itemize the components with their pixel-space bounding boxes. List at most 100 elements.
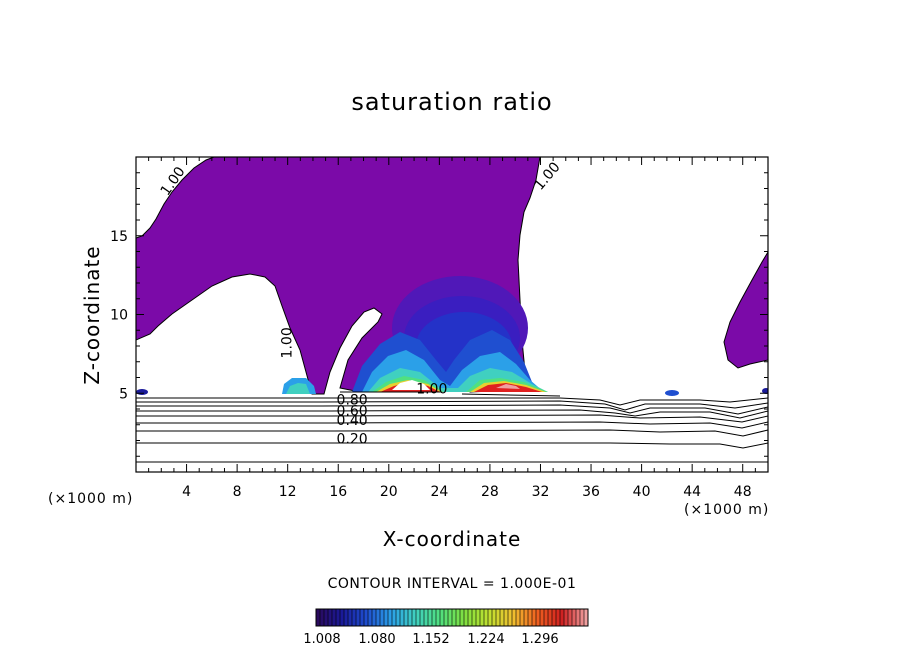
colorbar-cell	[576, 609, 581, 626]
y-tick-label: 10	[110, 308, 128, 324]
x-unit-label-left: (×1000 m)	[48, 491, 134, 507]
y-tick-label: 5	[119, 386, 128, 402]
colorbar-tick-label: 1.224	[467, 632, 504, 647]
contour-label: 1.00	[279, 327, 295, 358]
colorbar-cell	[476, 609, 481, 626]
colorbar-cell	[516, 609, 521, 626]
colorbar-cell	[568, 609, 573, 626]
colorbar-cell	[572, 609, 577, 626]
x-axis-label: X-coordinate	[382, 527, 522, 551]
colorbar-cell	[492, 609, 497, 626]
contour-label: 0.60	[337, 403, 368, 419]
patch-x42	[665, 390, 679, 396]
colorbar-cell	[484, 609, 489, 626]
colorbar-cell	[508, 609, 513, 626]
colorbar-cell	[360, 609, 365, 626]
contour-label: 1.00	[416, 381, 447, 397]
colorbar-cell	[512, 609, 517, 626]
colorbar-cell	[404, 609, 409, 626]
colorbar-cell	[480, 609, 485, 626]
colorbar-cell	[340, 609, 345, 626]
colorbar-cell	[380, 609, 385, 626]
colorbar-cell	[528, 609, 533, 626]
colorbar-cell	[536, 609, 541, 626]
colorbar-cell	[452, 609, 457, 626]
colorbar-cell	[316, 609, 321, 626]
x-tick-label: 4	[182, 484, 191, 500]
colorbar-cell	[328, 609, 333, 626]
colorbar-cell	[580, 609, 585, 626]
contour-label: 0.20	[337, 432, 368, 448]
patch-right-edge	[762, 388, 768, 394]
colorbar-cell	[504, 609, 509, 626]
colorbar-cell	[532, 609, 537, 626]
colorbar-tick-label: 1.152	[412, 632, 449, 647]
colorbar-cell	[560, 609, 565, 626]
colorbar-cell	[372, 609, 377, 626]
colorbar-cell	[368, 609, 373, 626]
colorbar-cell	[428, 609, 433, 626]
colorbar-cell	[472, 609, 477, 626]
colorbar-cell	[524, 609, 529, 626]
plume-layers	[282, 276, 548, 394]
contour-lines-lower	[136, 397, 768, 463]
x-tick-label: 20	[380, 484, 398, 500]
colorbar-cell	[548, 609, 553, 626]
contour-label: 0.80	[337, 392, 368, 408]
x-tick-label: 40	[633, 484, 651, 500]
colorbar-cell	[396, 609, 401, 626]
colorbar-cell	[320, 609, 325, 626]
chart-title: saturation ratio	[351, 88, 553, 116]
colorbar-cell	[352, 609, 357, 626]
colorbar-cell	[400, 609, 405, 626]
colorbar-cell	[376, 609, 381, 626]
colorbar-cell	[344, 609, 349, 626]
region-supersaturated-right	[723, 251, 768, 369]
colorbar-frame	[315, 608, 589, 627]
colorbar-cell	[436, 609, 441, 626]
colorbar-cell	[356, 609, 361, 626]
colorbar-cell	[392, 609, 397, 626]
colorbar-cell	[348, 609, 353, 626]
colorbar-cell	[552, 609, 557, 626]
x-unit-label-right: (×1000 m)	[684, 502, 770, 518]
colorbar-cell	[464, 609, 469, 626]
x-tick-label: 32	[532, 484, 550, 500]
colorbar-cell	[432, 609, 437, 626]
colorbar-cell	[408, 609, 413, 626]
x-tick-label: 44	[683, 484, 701, 500]
y-tick-label: 15	[110, 229, 128, 245]
x-tick-label: 36	[582, 484, 600, 500]
colorbar-cell	[520, 609, 525, 626]
colorbar-cell	[544, 609, 549, 626]
colorbar-cell	[456, 609, 461, 626]
x-tick-label: 48	[734, 484, 752, 500]
colorbar-cell	[388, 609, 393, 626]
colorbar-cell	[468, 609, 473, 626]
contour-label: 0.40	[337, 413, 368, 429]
x-tick-label: 16	[329, 484, 347, 500]
colorbar-tick-label: 1.008	[303, 632, 340, 647]
colorbar-tick-label: 1.296	[521, 632, 558, 647]
colorbar-cell	[324, 609, 329, 626]
colorbar	[315, 608, 589, 627]
colorbar-cell	[424, 609, 429, 626]
colorbar-tick-label: 1.080	[358, 632, 395, 647]
colorbar-cell	[488, 609, 493, 626]
colorbar-cell	[420, 609, 425, 626]
contour-interval-label: CONTOUR INTERVAL = 1.000E-01	[327, 576, 577, 592]
colorbar-cell	[332, 609, 337, 626]
colorbar-cell	[448, 609, 453, 626]
patch-left-edge	[136, 389, 148, 395]
colorbar-cell	[336, 609, 341, 626]
colorbar-cell	[416, 609, 421, 626]
colorbar-cell	[556, 609, 561, 626]
x-tick-label: 8	[233, 484, 242, 500]
colorbar-cell	[384, 609, 389, 626]
colorbar-cell	[540, 609, 545, 626]
colorbar-cell	[496, 609, 501, 626]
colorbar-cell	[440, 609, 445, 626]
colorbar-cell	[460, 609, 465, 626]
x-tick-label: 28	[481, 484, 499, 500]
